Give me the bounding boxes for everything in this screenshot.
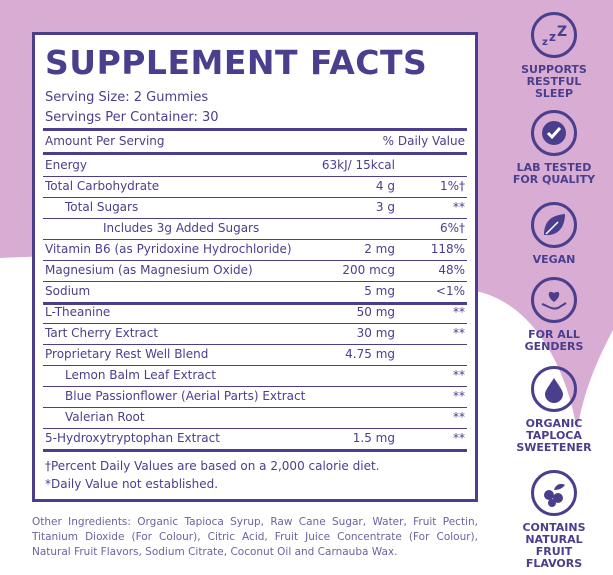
nutrient-amount: 2 mg [364, 242, 395, 256]
badge-label: LAB TESTED FOR QUALITY [512, 161, 596, 186]
nutrient-name: Total Carbohydrate [45, 179, 160, 193]
other-ingredients: Other Ingredients: Organic Tapioca Syrup… [32, 516, 478, 558]
nutrient-amount: 4 g [375, 179, 395, 193]
footnote-not-established: *Daily Value not established. [45, 477, 219, 491]
nutrient-dv: 118% [430, 242, 465, 256]
nutrient-dv: ** [453, 326, 465, 340]
table-row: Proprietary Rest Well Blend 4.75 mg [43, 344, 467, 366]
checkmark-icon [531, 110, 577, 156]
nutrient-dv: ** [453, 305, 465, 319]
nutrient-dv: 48% [438, 263, 465, 277]
berries-icon [531, 470, 577, 516]
divider [43, 152, 467, 155]
nutrient-dv: <1% [435, 284, 465, 298]
nutrient-amount: 3 g [375, 200, 395, 214]
nutrient-name: Vitamin B6 (as Pyridoxine Hydrochloride) [45, 242, 292, 256]
nutrient-name: Energy [45, 158, 88, 172]
nutrient-name: Lemon Balm Leaf Extract [65, 368, 216, 382]
badge-label: FOR ALL GENDERS [524, 328, 584, 353]
table-row: 5-Hydroxytryptophan Extract 1.5 mg ** [43, 428, 467, 452]
badge-checkmark: LAB TESTED FOR QUALITY [512, 110, 596, 186]
badge-label: VEGAN [532, 253, 576, 266]
table-row: Total Carbohydrate 4 g 1%† [43, 176, 467, 198]
table-row: Sodium 5 mg <1% [43, 281, 467, 305]
nutrient-name: L-Theanine [45, 305, 111, 319]
nutrient-dv: 6%† [439, 221, 465, 235]
nutrient-dv: ** [453, 410, 465, 424]
sparkle-icon [487, 318, 507, 338]
nutrient-name: Sodium [45, 284, 91, 298]
heart-hand-icon [531, 277, 577, 323]
table-row: Energy 63kJ/ 15kcal [43, 155, 467, 177]
servings-per-container: Servings Per Container: 30 [45, 110, 219, 125]
table-row: Magnesium (as Magnesium Oxide) 200 mcg 48% [43, 260, 467, 282]
svg-text:Z: Z [557, 24, 567, 40]
nutrient-amount: 50 mg [356, 305, 395, 319]
supplement-facts-panel: SUPPLEMENT FACTS Serving Size: 2 Gummies… [32, 32, 478, 502]
table-row: Lemon Balm Leaf Extract ** [43, 365, 467, 387]
nutrient-dv: ** [453, 368, 465, 382]
nutrient-dv: ** [453, 200, 465, 214]
nutrient-name: 5-Hydroxytryptophan Extract [45, 431, 220, 445]
table-row: Includes 3g Added Sugars 6%† [43, 218, 467, 240]
table-row: Vitamin B6 (as Pyridoxine Hydrochloride)… [43, 239, 467, 261]
nutrient-name: Blue Passionflower (Aerial Parts) Extrac… [65, 389, 306, 403]
nutrient-name: Valerian Root [65, 410, 145, 424]
drop-icon [531, 366, 577, 412]
nutrient-dv: ** [453, 431, 465, 445]
badge-label: SUPPORTS RESTFUL SLEEP [521, 63, 587, 100]
divider [43, 128, 467, 131]
nutrient-name: Tart Cherry Extract [45, 326, 159, 340]
badge-leaf: VEGAN [512, 202, 596, 266]
svg-text:z: z [549, 30, 556, 44]
nutrient-name: Includes 3g Added Sugars [103, 221, 260, 235]
table-row: Total Sugars 3 g ** [43, 197, 467, 219]
badge-drop: ORGANIC TAPLOCA SWEETENER [512, 366, 596, 454]
table-row: Valerian Root ** [43, 407, 467, 429]
leaf-icon [531, 202, 577, 248]
table-header: Amount Per Serving % Daily Value [43, 131, 467, 152]
panel-title: SUPPLEMENT FACTS [45, 43, 428, 82]
nutrient-amount: 1.5 mg [352, 431, 395, 445]
nutrient-amount: 63kJ/ 15kcal [321, 158, 395, 172]
nutrient-amount: 4.75 mg [345, 347, 395, 361]
nutrient-dv: 1%† [439, 179, 465, 193]
nutrient-amount: 30 mg [356, 326, 395, 340]
header-dv: % Daily Value [382, 134, 465, 148]
footnote-dv: †Percent Daily Values are based on a 2,0… [45, 459, 380, 473]
nutrient-amount: 200 mcg [342, 263, 395, 277]
nutrient-dv: ** [453, 389, 465, 403]
badge-berries: CONTAINS NATURAL FRUIT FLAVORS [512, 470, 596, 570]
nutrient-name: Total Sugars [65, 200, 139, 214]
table-row: Tart Cherry Extract 30 mg ** [43, 323, 467, 345]
nutrient-name: Proprietary Rest Well Blend [45, 347, 209, 361]
header-amount: Amount Per Serving [45, 134, 165, 148]
serving-size: Serving Size: 2 Gummies [45, 90, 209, 105]
table-row: L-Theanine 50 mg ** [43, 302, 467, 324]
badge-zzz-sleep: z z Z SUPPORTS RESTFUL SLEEP [512, 12, 596, 100]
badge-label: CONTAINS NATURAL FRUIT FLAVORS [522, 521, 586, 570]
table-row: Blue Passionflower (Aerial Parts) Extrac… [43, 386, 467, 408]
svg-text:z: z [542, 37, 548, 48]
nutrient-name: Magnesium (as Magnesium Oxide) [45, 263, 253, 277]
badge-label: ORGANIC TAPLOCA SWEETENER [516, 417, 592, 454]
badge-heart-hand: FOR ALL GENDERS [512, 277, 596, 353]
nutrient-amount: 5 mg [364, 284, 395, 298]
